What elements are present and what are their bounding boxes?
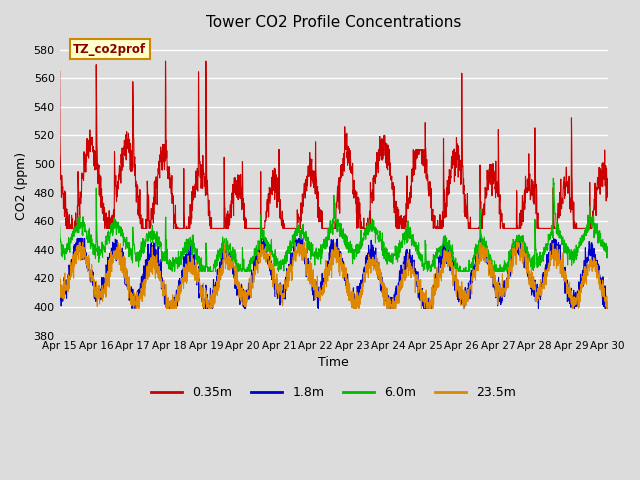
Legend: 0.35m, 1.8m, 6.0m, 23.5m: 0.35m, 1.8m, 6.0m, 23.5m bbox=[146, 382, 521, 405]
6.0m bbox=[168, 268, 176, 274]
23.5m bbox=[76, 240, 83, 246]
Title: Tower CO2 Profile Concentrations: Tower CO2 Profile Concentrations bbox=[206, 15, 461, 30]
1.8m bbox=[493, 287, 501, 293]
0.35m bbox=[571, 221, 579, 227]
0.35m bbox=[350, 195, 358, 201]
1.8m bbox=[350, 291, 358, 297]
23.5m bbox=[209, 305, 217, 311]
0.35m bbox=[209, 226, 217, 231]
1.8m bbox=[362, 266, 370, 272]
1.8m bbox=[74, 236, 82, 241]
0.35m bbox=[162, 58, 170, 64]
6.0m bbox=[549, 176, 557, 181]
6.0m bbox=[556, 230, 564, 236]
0.35m bbox=[56, 68, 63, 74]
0.35m bbox=[493, 179, 501, 185]
6.0m bbox=[571, 254, 579, 260]
1.8m bbox=[209, 288, 217, 293]
6.0m bbox=[56, 223, 63, 229]
23.5m bbox=[362, 264, 370, 269]
Text: TZ_co2prof: TZ_co2prof bbox=[74, 43, 147, 56]
23.5m bbox=[604, 306, 612, 312]
23.5m bbox=[493, 286, 501, 291]
1.8m bbox=[556, 250, 564, 256]
Line: 1.8m: 1.8m bbox=[60, 239, 608, 309]
0.35m bbox=[362, 226, 370, 231]
Y-axis label: CO2 (ppm): CO2 (ppm) bbox=[15, 151, 28, 219]
0.35m bbox=[63, 226, 70, 231]
0.35m bbox=[604, 194, 612, 200]
Line: 6.0m: 6.0m bbox=[60, 179, 608, 271]
X-axis label: Time: Time bbox=[318, 356, 349, 369]
6.0m bbox=[209, 268, 216, 274]
23.5m bbox=[556, 258, 564, 264]
23.5m bbox=[130, 306, 138, 312]
0.35m bbox=[556, 190, 564, 195]
1.8m bbox=[571, 293, 579, 299]
Line: 0.35m: 0.35m bbox=[60, 61, 608, 228]
23.5m bbox=[56, 275, 63, 280]
6.0m bbox=[493, 268, 501, 274]
1.8m bbox=[604, 306, 612, 312]
6.0m bbox=[604, 252, 612, 257]
23.5m bbox=[350, 306, 358, 312]
1.8m bbox=[128, 306, 136, 312]
1.8m bbox=[56, 289, 63, 295]
6.0m bbox=[350, 252, 358, 258]
23.5m bbox=[571, 300, 579, 306]
6.0m bbox=[362, 236, 369, 242]
Line: 23.5m: 23.5m bbox=[60, 243, 608, 309]
